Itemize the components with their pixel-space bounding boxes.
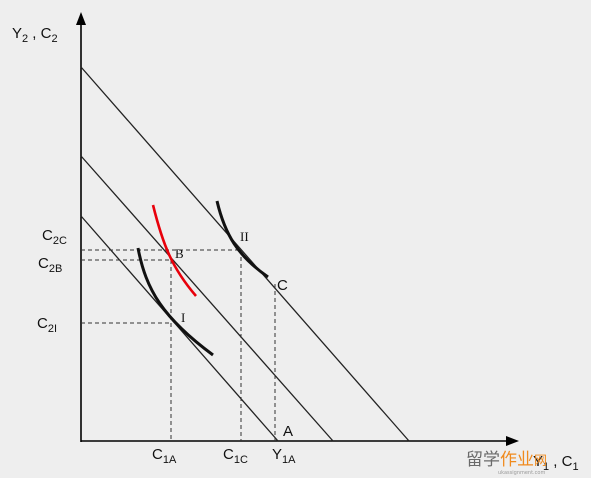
guide-lines: [81, 249, 276, 441]
y-axis-arrow: [76, 12, 86, 25]
indifference-curve-red: [151, 204, 197, 297]
watermark-small-text: ukassignment.com: [498, 470, 545, 476]
x-tick-y1a: Y1A: [272, 446, 296, 466]
x-axis-title: Y1 , C1: [533, 453, 579, 473]
y-axis-title: Y2 , C2: [12, 25, 58, 45]
axes: [76, 12, 519, 446]
point-label-c: C: [277, 277, 288, 294]
x-tick-c1a: C1A: [152, 446, 177, 466]
budget-lines: [80, 66, 410, 442]
watermark: 留学作业网 ukassignment.com: [466, 450, 547, 476]
indifference-curve-ii: [215, 200, 269, 279]
point-label-a: A: [283, 423, 293, 440]
indifference-curves: [136, 200, 269, 357]
indifference-curve-i: [136, 247, 214, 357]
point-label-b: B: [175, 246, 184, 261]
x-tick-c1c: C1C: [223, 446, 248, 466]
point-label-i: I: [181, 310, 185, 325]
y-tick-c2c: C2C: [42, 227, 67, 247]
y-tick-c2b: C2B: [38, 255, 62, 275]
point-label-ii: II: [240, 229, 249, 244]
y-tick-c2i: C2I: [37, 315, 57, 335]
x-axis-arrow: [506, 436, 519, 446]
budget-line-mid: [80, 155, 334, 442]
watermark-text: 留学作业网: [466, 450, 547, 470]
budget-line-high: [80, 66, 410, 442]
